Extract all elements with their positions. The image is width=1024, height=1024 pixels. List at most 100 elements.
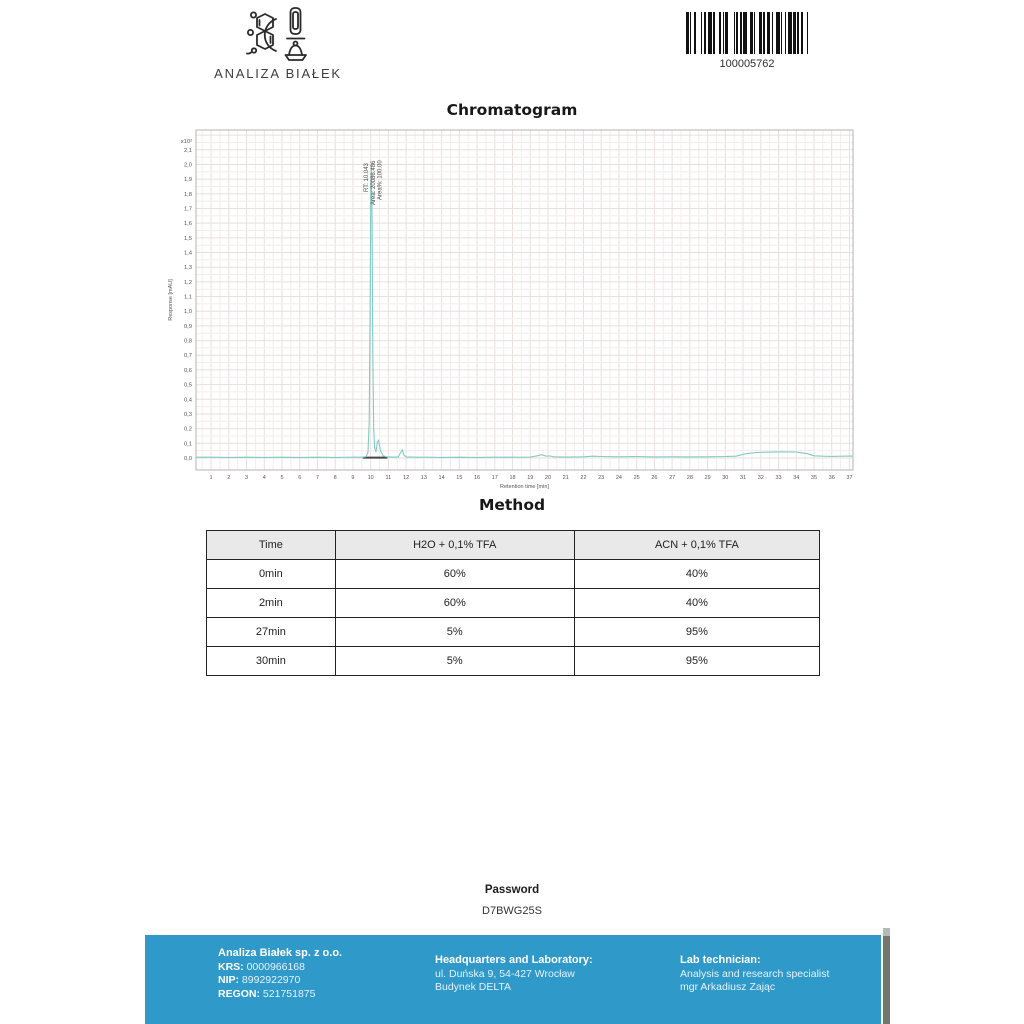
table-cell: 95% [573, 646, 821, 676]
svg-text:29: 29 [705, 475, 711, 481]
svg-text:21: 21 [563, 475, 569, 481]
svg-text:0,7: 0,7 [184, 353, 192, 359]
nip-label: NIP: [218, 974, 239, 986]
nip-value: 8992922970 [241, 974, 301, 986]
barcode-bar [686, 12, 689, 54]
table-cell: 27min [206, 617, 336, 647]
chromatogram-title: Chromatogram [446, 101, 578, 119]
svg-text:1,7: 1,7 [184, 207, 192, 213]
headquarters-title: Headquarters and Laboratory: [435, 954, 593, 966]
svg-text:18: 18 [509, 475, 515, 481]
table-cell: 40% [573, 559, 821, 589]
svg-text:11: 11 [386, 475, 392, 481]
barcode-bar [743, 12, 748, 54]
svg-text:1,9: 1,9 [184, 177, 192, 183]
password-block: Password D7BWG25S [0, 884, 1024, 917]
column-header: Time [206, 530, 336, 560]
headquarters-building: Budynek DELTA [435, 981, 512, 993]
table-cell: 0min [206, 559, 336, 589]
svg-text:0,3: 0,3 [184, 412, 192, 418]
table-row: 0min 60% 40% [206, 559, 821, 589]
barcode-bar [781, 12, 783, 54]
svg-text:2,1: 2,1 [184, 148, 192, 154]
svg-text:19: 19 [527, 475, 533, 481]
svg-text:0,8: 0,8 [184, 339, 192, 345]
svg-text:24: 24 [616, 475, 622, 481]
svg-text:26: 26 [651, 475, 657, 481]
table-cell: 5% [334, 646, 575, 676]
peak-annotation: Area: 20086.486 [371, 160, 377, 205]
svg-text:4: 4 [263, 475, 266, 481]
svg-text:1,6: 1,6 [184, 221, 192, 227]
svg-text:35: 35 [811, 475, 817, 481]
svg-text:31: 31 [740, 475, 746, 481]
barcode-bar [700, 12, 703, 54]
svg-text:34: 34 [793, 475, 799, 481]
svg-text:37: 37 [846, 475, 852, 481]
svg-text:0,6: 0,6 [184, 368, 192, 374]
svg-text:20: 20 [545, 475, 551, 481]
svg-text:7: 7 [316, 475, 319, 481]
method-title: Method [478, 496, 546, 514]
svg-text:1,3: 1,3 [184, 265, 192, 271]
footer-company: Analiza Białek sp. z o.o. KRS: 000096616… [218, 947, 342, 1001]
svg-text:0,1: 0,1 [184, 441, 192, 447]
barcode-bar [707, 12, 712, 54]
barcode-bar [694, 12, 696, 54]
svg-text:36: 36 [829, 475, 835, 481]
scrollbar-thumb[interactable] [883, 928, 890, 1024]
scrollbar-cap [883, 928, 890, 936]
svg-text:17: 17 [492, 475, 498, 481]
barcode-bar [725, 12, 729, 54]
table-row: 27min 5% 95% [206, 617, 821, 647]
barcode-bar [718, 12, 722, 54]
svg-text:1,8: 1,8 [184, 192, 192, 198]
table-cell: 2min [206, 588, 336, 618]
footer-headquarters: Headquarters and Laboratory: ul. Duńska … [435, 954, 593, 995]
password-value: D7BWG25S [482, 905, 542, 917]
svg-text:33: 33 [775, 475, 781, 481]
chromatogram-chart: x10² 0,0 0,1 0,2 0,3 0,4 0,5 0,6 0,7 0,8 0,9 1,0 1,1… [166, 129, 860, 495]
barcode-bar [703, 12, 707, 54]
svg-text:1,5: 1,5 [184, 236, 192, 242]
svg-text:x10²: x10² [181, 139, 192, 145]
svg-text:0,0: 0,0 [184, 456, 192, 462]
table-row: 30min 5% 95% [206, 646, 821, 676]
svg-text:12: 12 [403, 475, 409, 481]
barcode-bar [806, 12, 809, 54]
company-name: Analiza Białek sp. z o.o. [218, 947, 343, 959]
password-label: Password [484, 884, 540, 896]
table-row: 2min 60% 40% [206, 588, 821, 618]
svg-text:8: 8 [334, 475, 337, 481]
barcode-bar [722, 12, 725, 54]
table-cell: 40% [573, 588, 821, 618]
barcode-bar [767, 12, 771, 54]
svg-text:2,0: 2,0 [184, 162, 192, 168]
krs-value: 0000966168 [246, 960, 305, 973]
barcode-bar [749, 12, 753, 54]
barcode-bar [713, 12, 715, 54]
svg-text:28: 28 [687, 475, 693, 481]
barcode-bar [733, 12, 735, 54]
footer: Analiza Białek sp. z o.o. KRS: 000096616… [145, 935, 881, 1024]
technician-title: Lab technician: [680, 954, 761, 966]
svg-text:1,2: 1,2 [184, 280, 192, 286]
company-krs: KRS: 0000966168 [218, 961, 342, 975]
svg-text:10: 10 [368, 475, 374, 481]
svg-text:1,1: 1,1 [184, 295, 192, 301]
column-header: ACN + 0,1% TFA [573, 530, 821, 560]
barcode-bar [787, 12, 792, 54]
svg-text:6: 6 [298, 475, 301, 481]
barcode-bar [801, 12, 803, 54]
footer-technician: Lab technician: Analysis and research sp… [680, 954, 829, 995]
svg-text:0,9: 0,9 [184, 324, 192, 330]
svg-text:13: 13 [421, 475, 427, 481]
company-nip: NIP: 8992922970 [218, 974, 342, 988]
svg-text:15: 15 [456, 475, 462, 481]
svg-text:14: 14 [439, 475, 445, 481]
svg-text:16: 16 [474, 475, 480, 481]
peak-annotation: Area%: 100.00 [377, 160, 383, 200]
svg-text:25: 25 [634, 475, 640, 481]
barcode-bar [763, 12, 765, 54]
method-table: Time H2O + 0,1% TFA ACN + 0,1% TFA 0min 60%… [206, 530, 821, 676]
